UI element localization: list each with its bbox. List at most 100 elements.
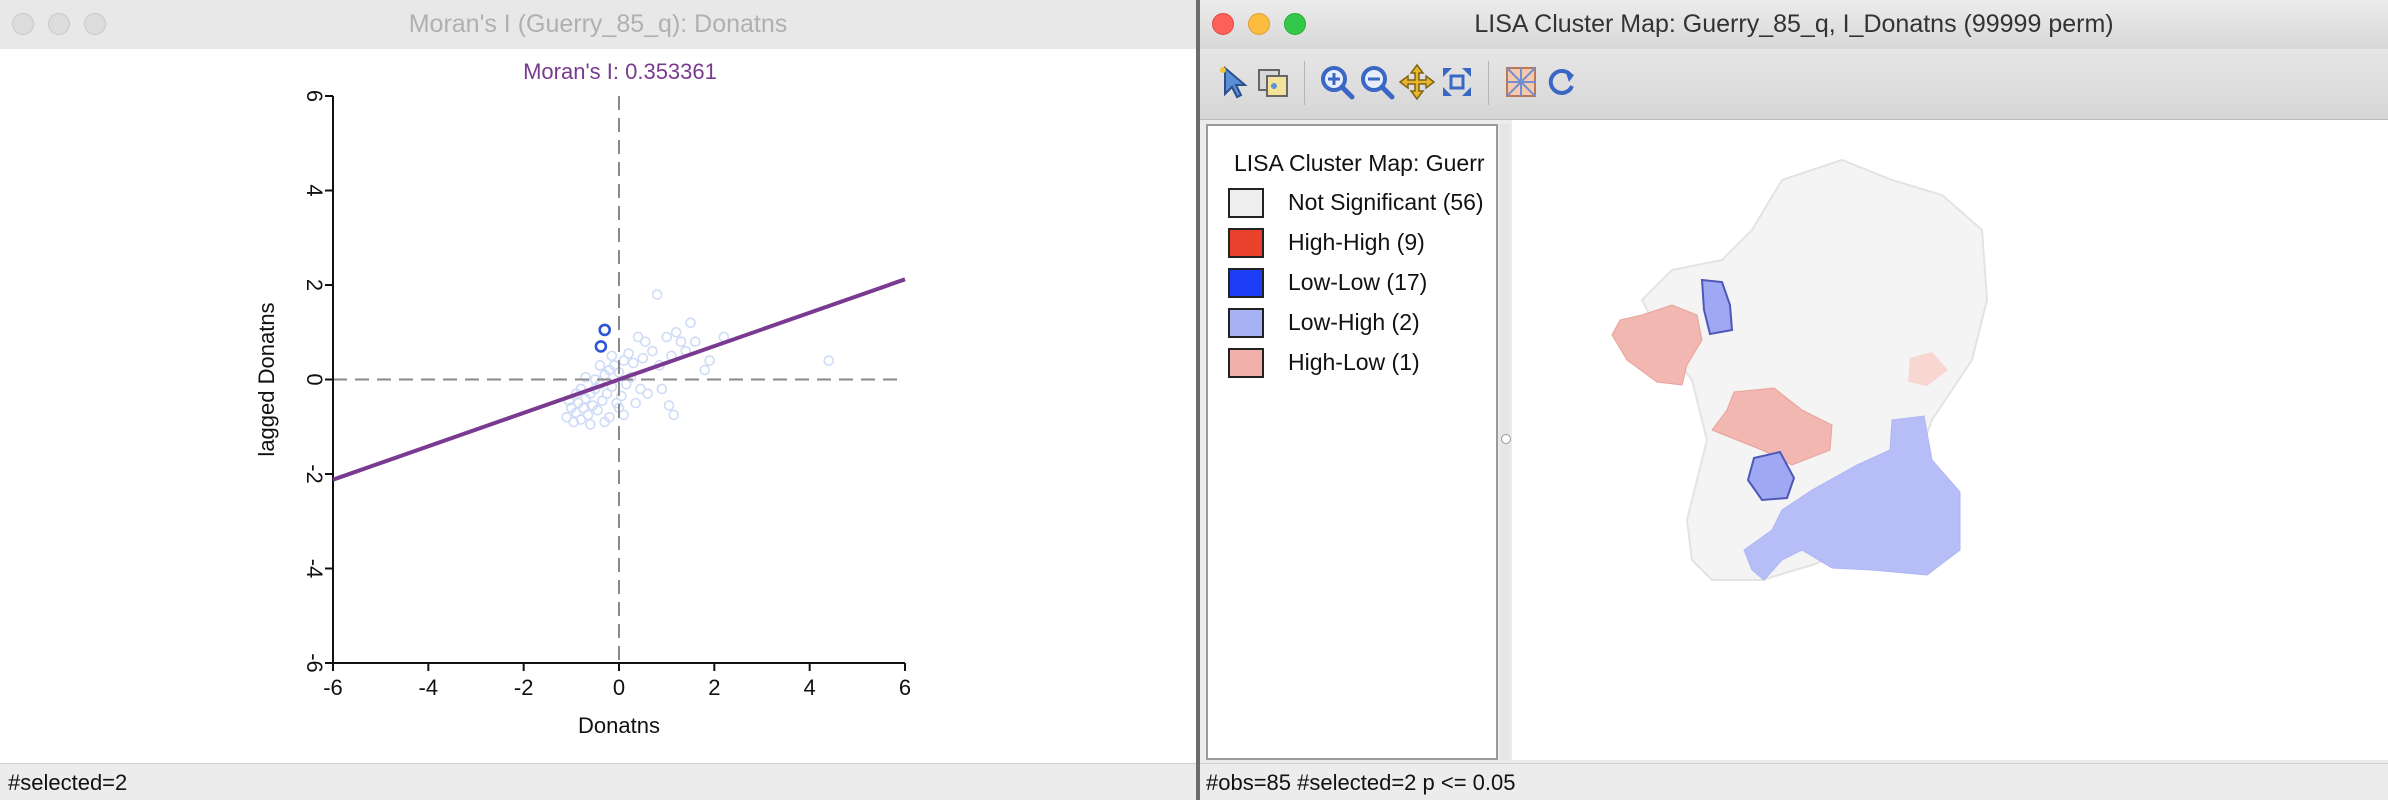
legend-swatch — [1228, 188, 1264, 218]
data-point — [699, 364, 711, 376]
y-tick-label: 0 — [302, 373, 327, 385]
zoom-in-icon[interactable] — [1314, 59, 1360, 105]
titlebar[interactable]: LISA Cluster Map: Guerry_85_q, I_Donatns… — [1200, 0, 2388, 50]
map-region-low-high[interactable] — [1700, 278, 1734, 336]
legend-item-label: Low-Low (17) — [1288, 269, 1428, 295]
data-point — [689, 336, 701, 348]
data-point — [597, 395, 608, 407]
y-tick-label: -6 — [302, 653, 327, 673]
minimize-button[interactable] — [48, 13, 70, 35]
plot-area[interactable]: -6 -4 -2 0 2 4 6 -6 -4 -2 0 2 4 6 Moran's I: 0.353361… — [0, 49, 1196, 764]
map-region-low-high[interactable] — [1746, 450, 1796, 502]
zoom-button[interactable] — [1284, 13, 1306, 35]
map-region-low-low[interactable] — [1743, 415, 1961, 581]
moran-scatterplot-window: Moran's I (Guerry_85_q): Donatns -6 -4 -2 0… — [0, 0, 1196, 800]
y-tick-label: 4 — [302, 184, 327, 196]
data-point — [577, 402, 589, 414]
data-point — [568, 416, 580, 428]
splitter-handle[interactable] — [1501, 434, 1511, 444]
data-point — [618, 409, 630, 421]
data-point — [670, 326, 682, 338]
data-point — [599, 416, 611, 428]
france-map[interactable] — [1512, 120, 2388, 760]
x-tick-label: -4 — [419, 675, 439, 700]
toolbar-separator — [1488, 61, 1489, 105]
window-controls — [1212, 13, 1320, 40]
legend-swatch — [1228, 308, 1264, 338]
data-point — [575, 414, 587, 425]
data-point — [661, 331, 672, 343]
data-point — [592, 404, 603, 416]
refresh-icon[interactable] — [1538, 59, 1584, 105]
data-point — [606, 350, 618, 362]
panel-splitter[interactable] — [1500, 124, 1511, 760]
map-toolbar — [1200, 49, 2388, 120]
statusbar: #obs=85 #selected=2 p <= 0.05 — [1200, 763, 2388, 800]
legend-swatch — [1228, 268, 1264, 298]
selected-point — [594, 340, 608, 353]
pan-icon[interactable] — [1394, 59, 1440, 105]
x-tick-label: 2 — [708, 675, 720, 700]
titlebar[interactable]: Moran's I (Guerry_85_q): Donatns — [0, 0, 1196, 50]
data-point — [627, 357, 639, 369]
data-point — [570, 407, 582, 418]
data-point — [630, 397, 641, 409]
select-arrow-icon[interactable] — [1212, 59, 1258, 105]
status-text: #obs=85 #selected=2 p <= 0.05 — [1206, 770, 1516, 795]
data-point — [823, 355, 835, 366]
map-region-high-low[interactable] — [1711, 387, 1833, 466]
data-point — [704, 355, 715, 366]
close-button[interactable] — [12, 13, 34, 35]
lisa-cluster-map-window: LISA Cluster Map: Guerry_85_q, I_Donatns… — [1200, 0, 2388, 800]
minimize-button[interactable] — [1248, 13, 1270, 35]
zoom-button[interactable] — [84, 13, 106, 35]
toolbar-separator — [1304, 61, 1305, 105]
close-button[interactable] — [1212, 13, 1234, 35]
data-point — [582, 409, 594, 421]
x-axis-label: Donatns — [578, 713, 660, 738]
data-point — [637, 352, 649, 364]
x-tick-label: -6 — [323, 675, 343, 700]
legend-item-label: High-High (9) — [1288, 229, 1425, 255]
x-tick-label: -2 — [514, 675, 534, 700]
selected-point — [598, 323, 612, 337]
x-tick-label: 0 — [613, 675, 625, 700]
data-point — [685, 317, 696, 329]
window-controls — [12, 13, 120, 40]
data-point — [647, 345, 658, 357]
data-point — [594, 360, 606, 371]
map-legend[interactable]: LISA Cluster Map: Guerr Not Significant … — [1206, 124, 1498, 760]
y-tick-label: 2 — [302, 279, 327, 291]
cluster-map[interactable] — [1512, 120, 2388, 760]
data-point — [642, 388, 653, 399]
status-text: #selected=2 — [8, 770, 128, 795]
statusbar: #selected=2 — [0, 763, 1196, 800]
zoom-out-icon[interactable] — [1354, 59, 1400, 105]
data-point — [663, 400, 675, 411]
select-settings-icon[interactable] — [1250, 59, 1296, 105]
basemap-icon[interactable] — [1498, 59, 1544, 105]
legend-swatch — [1228, 228, 1264, 258]
window-title: Moran's I (Guerry_85_q): Donatns — [408, 10, 788, 38]
data-point — [601, 388, 613, 399]
data-point — [616, 390, 627, 402]
data-point — [668, 409, 680, 421]
x-tick-label: 6 — [899, 675, 911, 700]
data-point — [651, 289, 663, 300]
data-point — [656, 383, 668, 395]
legend-item-label: Low-High (2) — [1288, 309, 1420, 335]
regression-line — [332, 277, 906, 482]
data-point — [585, 419, 596, 430]
data-point — [639, 336, 651, 348]
data-point — [635, 383, 646, 395]
legend-title: LISA Cluster Map: Guerr — [1234, 150, 1485, 176]
data-point — [623, 348, 634, 359]
y-axis-label: lagged Donatns — [254, 302, 279, 456]
moran-scatterplot[interactable]: -6 -4 -2 0 2 4 6 -6 -4 -2 0 2 4 6 Moran's I: 0.353361… — [0, 49, 1196, 764]
legend-item-label: High-Low (1) — [1288, 349, 1420, 375]
y-tick-label: -4 — [302, 559, 327, 579]
map-region-high-low[interactable] — [1908, 352, 1948, 386]
map-region-high-low[interactable] — [1611, 304, 1703, 386]
data-point — [675, 336, 687, 348]
fit-extent-icon[interactable] — [1434, 59, 1480, 105]
